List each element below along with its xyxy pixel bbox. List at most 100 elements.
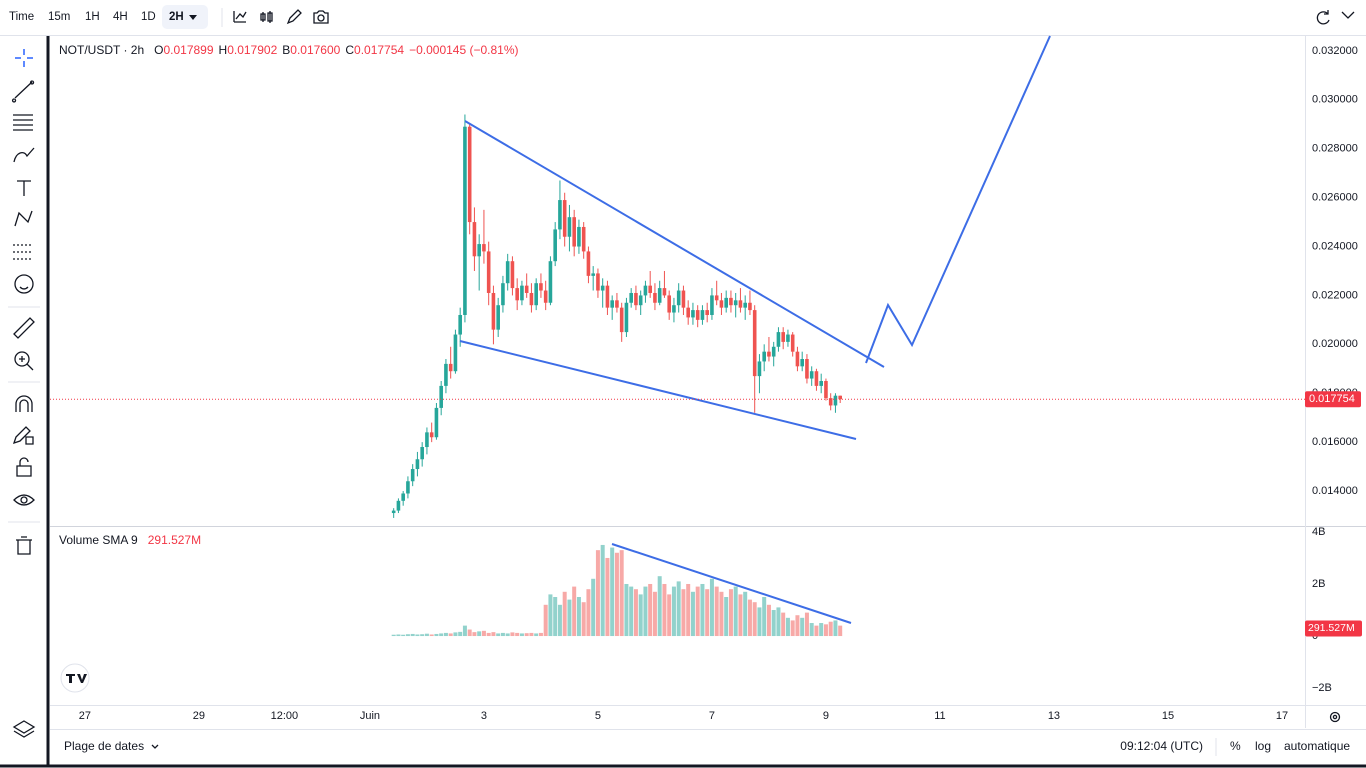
candle-body [391, 510, 396, 514]
volume-bar [420, 634, 425, 637]
tv-logo-mark [66, 674, 87, 683]
volume-bar [709, 578, 714, 637]
volume-tick-label: 4B [1312, 526, 1325, 538]
chart-type-icon[interactable] [260, 11, 273, 23]
text-tool[interactable] [17, 180, 31, 196]
candle-body [800, 358, 804, 367]
volume-bar [581, 602, 586, 637]
log-toggle[interactable]: log [1255, 739, 1271, 753]
volume-bar [690, 591, 695, 637]
indicator-icon[interactable] [233, 11, 247, 23]
volume-bar [415, 634, 420, 637]
candle-body [833, 395, 838, 406]
legend-value: 0.017600 [290, 43, 340, 57]
volume-bar [662, 583, 667, 637]
price-legend: NOT/USDT · 2h O0.017899 H0.017902 B0.017600… [59, 43, 519, 57]
auto-toggle[interactable]: automatique [1284, 739, 1350, 753]
volume-bar [648, 583, 653, 637]
refresh-icon[interactable] [1316, 10, 1330, 25]
interval-button[interactable]: 1D [141, 11, 156, 23]
lock-tool[interactable] [16, 457, 32, 477]
percent-toggle[interactable]: % [1230, 739, 1241, 753]
fib-tool[interactable] [13, 114, 33, 131]
volume-bar [557, 604, 562, 637]
crosshair-tool[interactable] [15, 49, 33, 67]
volume-bar [439, 633, 444, 637]
trendline-tool[interactable] [11, 80, 35, 103]
candle-body [629, 292, 633, 303]
candle-body [605, 285, 610, 308]
candle-body [705, 310, 709, 315]
volume-bar [714, 586, 719, 637]
volume-bar [695, 586, 700, 637]
wedge-lower-line[interactable] [459, 340, 857, 440]
delete-tool[interactable] [16, 536, 32, 555]
zoom-tool[interactable] [14, 351, 30, 367]
candle-body [553, 229, 557, 262]
volume-bar [800, 617, 805, 637]
candle-body [434, 407, 439, 438]
volume-bar [591, 578, 596, 637]
wedge-upper-line[interactable] [464, 120, 885, 368]
pencil-icon[interactable] [286, 9, 302, 25]
date-range-button[interactable]: Plage de dates [64, 739, 144, 753]
interval-button[interactable]: 4H [113, 11, 128, 23]
candle-body [543, 290, 548, 303]
stay-drawing-tool[interactable] [12, 426, 34, 445]
top-toolbar [0, 0, 1366, 35]
candle-body [619, 307, 624, 333]
settings-gear[interactable] [1329, 711, 1341, 723]
candle-body [534, 283, 538, 306]
clock: 09:12:04 (UTC) [1120, 739, 1203, 753]
candle-body [453, 334, 458, 372]
ruler-tool[interactable] [13, 317, 35, 339]
magnet-tool[interactable] [15, 395, 33, 412]
volume-bar [500, 632, 505, 637]
volume-bar [733, 586, 738, 637]
active-interval[interactable]: 2H [169, 11, 184, 23]
candle-body [486, 251, 491, 293]
volume-bar [429, 634, 434, 637]
candle-body [548, 261, 553, 303]
candle-body [662, 288, 667, 296]
prediction-tool[interactable] [13, 244, 33, 260]
legend-value: 0.017902 [227, 43, 277, 57]
camera-icon[interactable] [313, 10, 329, 24]
volume-sma-label: 291.527M [1308, 622, 1355, 634]
candle-body [429, 432, 434, 438]
candle-body [505, 261, 510, 284]
settings-gear-core [1332, 714, 1338, 720]
volume-trend-line[interactable] [611, 543, 852, 624]
candle-body [415, 459, 420, 470]
interval-button[interactable]: 1H [85, 11, 100, 23]
pattern-tool[interactable] [14, 210, 33, 227]
volume-bar [467, 629, 472, 637]
volume-bar [586, 589, 591, 637]
interval-button[interactable]: 15m [48, 11, 70, 23]
volume-bar [610, 547, 615, 637]
collapse-icon[interactable] [1341, 11, 1355, 19]
hide-tool[interactable] [13, 494, 35, 506]
candle-body [425, 432, 429, 448]
volume-bar [743, 591, 748, 637]
object-tree-button[interactable] [12, 720, 36, 738]
volume-bar [629, 586, 634, 637]
volume-bar [766, 604, 771, 637]
x-tick-label: Juin [360, 710, 380, 722]
candle-body [686, 307, 690, 318]
projection-path[interactable] [865, 35, 1051, 364]
candle-body [515, 288, 519, 301]
volume-bar [619, 550, 624, 637]
volume-bar [553, 597, 558, 637]
tv-logo[interactable] [60, 663, 90, 693]
y-tick-label: 0.016000 [1312, 436, 1358, 448]
volume-bar [543, 604, 548, 637]
volume-bar [524, 633, 529, 637]
emoji-tool[interactable] [14, 274, 34, 294]
volume-bar [700, 583, 705, 637]
time-button[interactable]: Time [9, 11, 34, 23]
volume-bar [434, 633, 439, 637]
active-interval-bg[interactable] [162, 5, 208, 29]
brush-tool[interactable] [13, 147, 35, 163]
candle-body [790, 334, 795, 352]
